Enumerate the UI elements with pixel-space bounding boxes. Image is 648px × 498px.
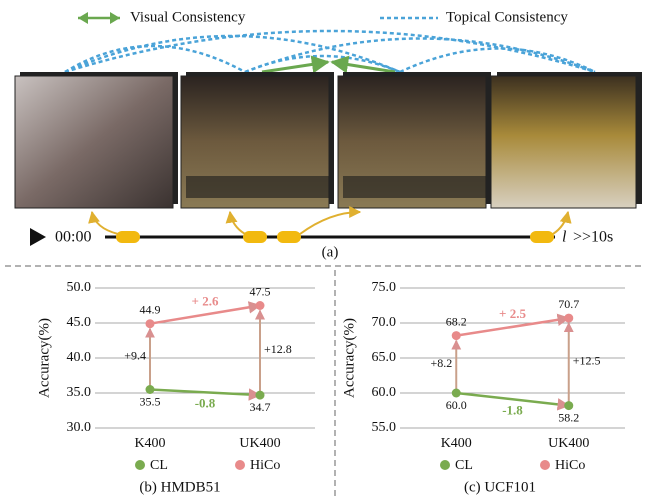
legend-marker (235, 460, 245, 470)
chart-caption: (c) UCF101 (464, 479, 536, 495)
value-label: 68.2 (446, 314, 467, 328)
video-frames (15, 72, 642, 208)
x-tick-label: K400 (134, 436, 165, 451)
y-tick-label: 35.0 (67, 385, 92, 400)
value-label: 58.2 (558, 410, 579, 424)
value-label: 35.5 (140, 394, 161, 408)
gap-label: +9.4 (124, 348, 146, 362)
legend-label: HiCo (250, 458, 280, 473)
gap-label: +8.2 (430, 356, 452, 370)
value-label: 34.7 (250, 400, 271, 414)
gap-label: +12.8 (264, 342, 292, 356)
point (564, 401, 573, 410)
point (452, 331, 461, 340)
legend-label: HiCo (555, 458, 585, 473)
point (256, 301, 265, 310)
legend-marker (135, 460, 145, 470)
change-label: -0.8 (195, 395, 216, 410)
y-tick-label: 45.0 (67, 315, 92, 330)
time-end: >>10s (573, 229, 613, 246)
legend-label: Visual Consistency (130, 9, 246, 25)
point (564, 314, 573, 323)
x-tick-label: K400 (441, 436, 472, 451)
change-label: -1.8 (502, 402, 523, 417)
point (146, 385, 155, 394)
legend-marker (440, 460, 450, 470)
point (256, 391, 265, 400)
legend-marker (540, 460, 550, 470)
point (146, 319, 155, 328)
time-start: 00:00 (55, 229, 91, 246)
caption: (a) (322, 244, 339, 260)
x-tick-label: UK400 (548, 436, 589, 451)
y-tick-label: 65.0 (372, 350, 397, 365)
diagram-legend: Visual Consistency Topical Consistency (78, 9, 568, 25)
x-tick-label: UK400 (239, 436, 280, 451)
y-tick-label: 55.0 (372, 420, 397, 435)
legend-label: Topical Consistency (446, 9, 568, 25)
value-label: 47.5 (250, 284, 271, 298)
timeline: 00:00 l >>10s (a) (30, 212, 613, 260)
topical-arcs (65, 31, 595, 72)
y-tick-label: 40.0 (67, 350, 92, 365)
y-tick-label: 30.0 (67, 420, 92, 435)
series-line (150, 390, 260, 396)
value-label: 70.7 (558, 297, 579, 311)
y-tick-label: 60.0 (372, 385, 397, 400)
y-tick-label: 50.0 (67, 280, 92, 295)
value-label: 60.0 (446, 398, 467, 412)
y-tick-label: 70.0 (372, 315, 397, 330)
y-tick-label: 75.0 (372, 280, 397, 295)
legend-label: CL (150, 458, 168, 473)
point (452, 389, 461, 398)
time-var: l (562, 229, 567, 246)
y-axis-label: Accuracy(%) (341, 318, 357, 398)
figure: Visual Consistency Topical Consistency 0… (0, 0, 648, 498)
chart-caption: (b) HMDB51 (139, 479, 220, 495)
gap-label: +12.5 (573, 354, 601, 368)
change-label: + 2.6 (192, 294, 219, 309)
change-label: + 2.5 (499, 306, 526, 321)
y-axis-label: Accuracy(%) (36, 318, 52, 398)
value-label: 44.9 (140, 302, 161, 316)
legend-label: CL (455, 458, 473, 473)
